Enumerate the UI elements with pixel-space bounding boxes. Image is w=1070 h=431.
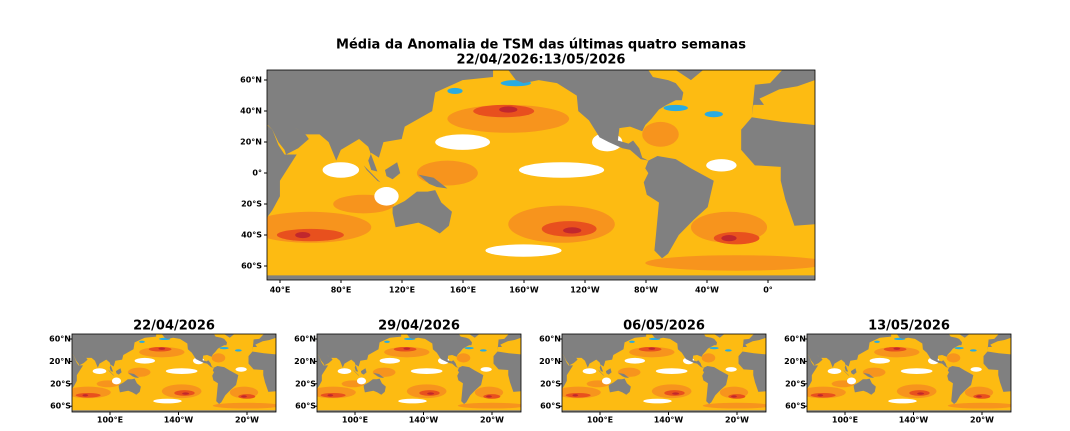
figure-title: Média da Anomalia de TSM das últimas qua… xyxy=(336,38,746,53)
map-image xyxy=(317,334,521,412)
lon-label: 20°W xyxy=(235,416,259,425)
lon-label: 160°E xyxy=(450,286,476,295)
lon-label: 20°W xyxy=(480,416,504,425)
lat-label: 20°S xyxy=(50,379,71,388)
lat-label: 60°S xyxy=(540,402,561,411)
map-frame xyxy=(806,333,1012,413)
lat-label: 60°S xyxy=(241,262,262,271)
lon-label: 100°E xyxy=(587,416,613,425)
panel-title: 29/04/2026 xyxy=(378,319,460,334)
lat-label: 20°S xyxy=(295,379,316,388)
lat-label: 60°N xyxy=(784,335,806,344)
lat-label: 60°S xyxy=(295,402,316,411)
lon-label: 140°W xyxy=(164,416,194,425)
panel-title: 06/05/2026 xyxy=(623,319,705,334)
map-image xyxy=(267,70,815,280)
lat-label: 20°N xyxy=(49,357,71,366)
lat-label: 40°N xyxy=(240,107,262,116)
lat-label: 60°N xyxy=(294,335,316,344)
lon-label: 100°E xyxy=(832,416,858,425)
map-frame xyxy=(561,333,767,413)
lat-label: 20°S xyxy=(241,200,262,209)
map-frame xyxy=(71,333,277,413)
figure-subtitle: 22/04/2026:13/05/2026 xyxy=(457,53,626,68)
lon-label: 140°W xyxy=(654,416,684,425)
lon-label: 160°W xyxy=(509,286,539,295)
lon-label: 40°W xyxy=(695,286,719,295)
lon-label: 100°E xyxy=(97,416,123,425)
map-image xyxy=(562,334,766,412)
lat-label: 20°N xyxy=(784,357,806,366)
lat-label: 20°S xyxy=(540,379,561,388)
lat-label: 20°N xyxy=(539,357,561,366)
lat-label: 60°S xyxy=(785,402,806,411)
panel-title: 13/05/2026 xyxy=(868,319,950,334)
lon-label: 80°W xyxy=(634,286,658,295)
lat-label: 60°S xyxy=(50,402,71,411)
lon-label: 40°E xyxy=(270,286,291,295)
lat-label: 60°N xyxy=(49,335,71,344)
lon-label: 120°E xyxy=(389,286,415,295)
lat-label: 0° xyxy=(252,169,262,178)
map-frame xyxy=(266,69,816,281)
lat-label: 60°N xyxy=(539,335,561,344)
map-image xyxy=(72,334,276,412)
lon-label: 140°W xyxy=(899,416,929,425)
lat-label: 20°N xyxy=(294,357,316,366)
lon-label: 80°E xyxy=(331,286,352,295)
map-image xyxy=(807,334,1011,412)
lon-label: 20°W xyxy=(970,416,994,425)
panel-title: 22/04/2026 xyxy=(133,319,215,334)
lon-label: 20°W xyxy=(725,416,749,425)
lat-label: 60°N xyxy=(240,76,262,85)
lon-label: 120°W xyxy=(570,286,600,295)
lat-label: 20°N xyxy=(240,138,262,147)
lat-label: 40°S xyxy=(241,231,262,240)
lat-label: 20°S xyxy=(785,379,806,388)
lon-label: 0° xyxy=(763,286,773,295)
lon-label: 140°W xyxy=(409,416,439,425)
map-frame xyxy=(316,333,522,413)
lon-label: 100°E xyxy=(342,416,368,425)
